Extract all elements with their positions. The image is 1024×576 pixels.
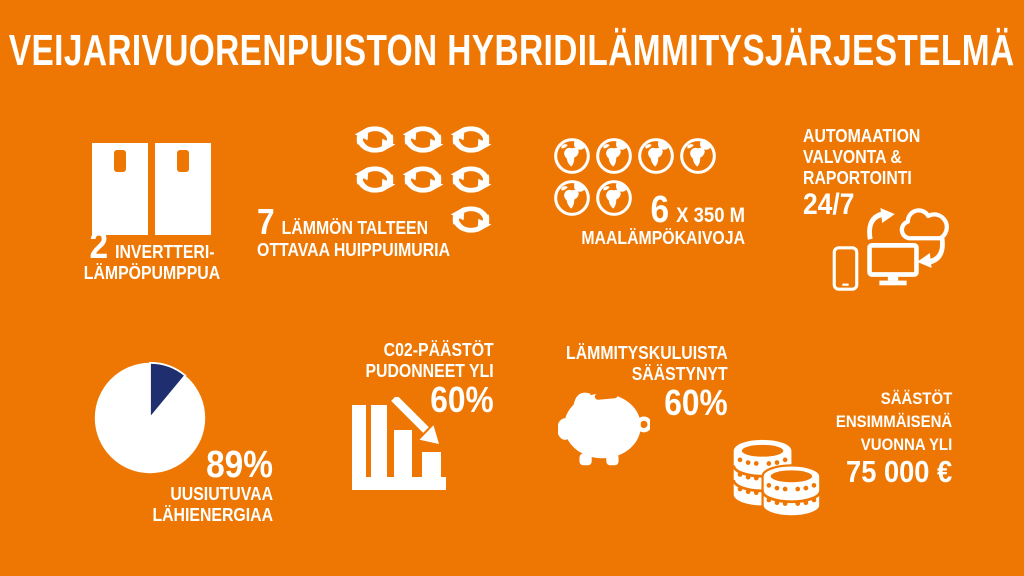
savings-value: 75 000 € bbox=[845, 454, 952, 489]
recycle-cycle-icon bbox=[448, 161, 494, 198]
heating-costs-label-2: SÄÄSTYNYT bbox=[632, 364, 728, 384]
savings-label-1: SÄÄSTÖT bbox=[880, 389, 952, 408]
heating-costs-value: 60% bbox=[664, 382, 728, 423]
automation-label-1: AUTOMAATION bbox=[803, 126, 921, 146]
recycle-cycle-icon bbox=[400, 121, 446, 158]
smartphone-icon bbox=[832, 246, 859, 291]
heat-recovery-value: 7 bbox=[257, 201, 275, 242]
co2-stat: C02-PÄÄSTÖT PUDONNEET YLI 60% bbox=[366, 340, 494, 418]
heat-pump-slot bbox=[114, 150, 126, 172]
geo-wells-label: MAALÄMPÖKAIVOJA bbox=[581, 228, 745, 248]
renewable-pie-chart bbox=[94, 361, 206, 474]
globe-icon bbox=[595, 137, 633, 175]
savings-stat: SÄÄSTÖT ENSIMMÄISENÄ VUONNA YLI 75 000 € bbox=[836, 387, 952, 488]
globe-icon bbox=[553, 137, 591, 175]
heat-pump-unit-icon bbox=[155, 143, 211, 235]
sync-arrow-down-icon bbox=[916, 234, 946, 268]
co2-label-2: PUDONNEET YLI bbox=[365, 361, 494, 381]
heat-recovery-stat: 7 LÄMMÖN TALTEEN OTTAVAA HUIPPUIMURIA bbox=[257, 204, 450, 261]
globe-icon bbox=[679, 137, 717, 175]
heat-pumps-label-2: LÄMPÖPUMPPUA bbox=[83, 263, 221, 283]
sync-arrow-up-icon bbox=[866, 208, 896, 242]
renewable-label-1: UUSIUTUVAA bbox=[170, 484, 273, 504]
page-title: VEIJARIVUORENPUISTON HYBRIDILÄMMITYSJÄRJ… bbox=[0, 26, 1024, 76]
automation-stat: AUTOMAATION VALVONTA & RAPORTOINTI 24/7 bbox=[803, 126, 920, 221]
automation-label-3: RAPORTOINTI bbox=[803, 168, 912, 188]
pie-slice bbox=[149, 361, 187, 421]
automation-value: 24/7 bbox=[803, 188, 855, 221]
renewable-label-2: LÄHIENERGIAA bbox=[152, 505, 273, 525]
coin-stack-right bbox=[761, 464, 822, 518]
renewable-stat: 89% UUSIUTUVAA LÄHIENERGIAA bbox=[152, 446, 273, 526]
heat-pump-slot bbox=[177, 150, 189, 172]
renewable-value: 89% bbox=[206, 444, 273, 486]
geo-wells-value: 6 bbox=[650, 189, 670, 231]
co2-value: 60% bbox=[430, 379, 494, 420]
coin-stacks-icon bbox=[732, 439, 822, 518]
page-title-text: VEIJARIVUORENPUISTON HYBRIDILÄMMITYSJÄRJ… bbox=[9, 26, 1015, 75]
geo-wells-unit: X 350 M bbox=[676, 204, 745, 227]
heat-pump-icons bbox=[92, 143, 211, 235]
geo-wells-stat: 6 X 350 M MAALÄMPÖKAIVOJA bbox=[581, 189, 745, 249]
piggy-bank-icon bbox=[558, 389, 650, 466]
heat-recovery-label-1: LÄMMÖN TALTEEN bbox=[281, 218, 429, 238]
monitor-icon bbox=[867, 243, 919, 290]
heat-pumps-stat: 2 INVERTTERI- LÄMPÖPUMPPUA bbox=[64, 225, 240, 284]
recycle-cycle-icon bbox=[352, 161, 398, 198]
heat-pumps-value: 2 bbox=[89, 225, 109, 267]
recycle-cycle-icon bbox=[352, 121, 398, 158]
recycle-cycle-icon bbox=[448, 121, 494, 158]
heat-pump-unit-icon bbox=[92, 143, 148, 235]
heat-recovery-label-2: OTTAVAA HUIPPUIMURIA bbox=[257, 240, 451, 260]
heat-pumps-label-1: INVERTTERI- bbox=[115, 242, 215, 262]
recycle-cycle-icon bbox=[448, 201, 494, 238]
heating-costs-stat: LÄMMITYSKULUISTA SÄÄSTYNYT 60% bbox=[566, 343, 728, 421]
globe-icon bbox=[637, 137, 675, 175]
savings-label-3: VUONNA YLI bbox=[860, 435, 952, 454]
savings-label-2: ENSIMMÄISENÄ bbox=[835, 412, 952, 431]
declining-bar-chart-icon bbox=[352, 397, 446, 490]
automation-label-2: VALVONTA & bbox=[803, 147, 902, 167]
co2-label-1: C02-PÄÄSTÖT bbox=[383, 340, 494, 360]
heating-costs-label-1: LÄMMITYSKULUISTA bbox=[566, 343, 728, 363]
recycle-cycle-icon bbox=[400, 161, 446, 198]
